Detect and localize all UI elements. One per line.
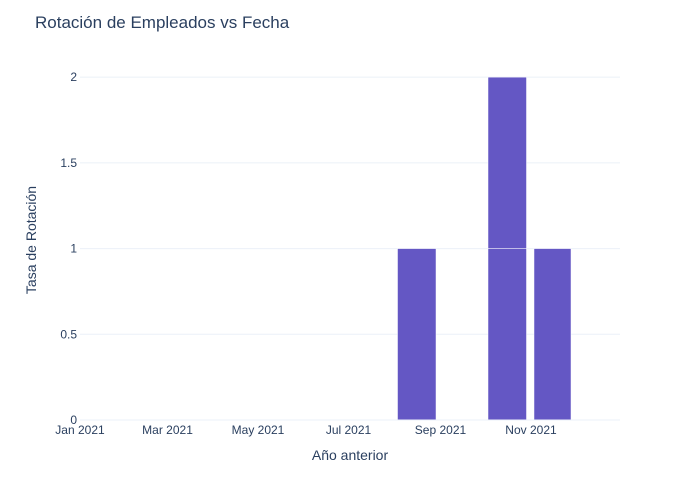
x-tick-label: Mar 2021 [142, 423, 193, 437]
x-axis-title: Año anterior [312, 447, 389, 463]
bar [533, 248, 572, 421]
x-tick-label: May 2021 [232, 423, 285, 437]
y-tick-label: 0 [70, 413, 77, 427]
gridlines [80, 76, 620, 335]
x-tick-label: Jul 2021 [326, 423, 372, 437]
y-tick-label: 1 [70, 242, 77, 256]
bar [487, 76, 527, 249]
axes: 0 0.5 1 1.5 2 Jan 2021 Mar 2021 May 2021 Jul 202… [55, 70, 620, 437]
chart-title: Rotación de Empleados vs Fecha [35, 13, 290, 32]
x-tick-label: Jan 2021 [55, 423, 105, 437]
y-tick-label: 1.5 [60, 156, 77, 170]
bar [487, 248, 527, 421]
x-tick-label: Nov 2021 [505, 423, 557, 437]
x-tick-label: Sep 2021 [415, 423, 467, 437]
y-tick-label: 2 [70, 70, 77, 84]
y-axis-title: Tasa de Rotación [23, 186, 39, 294]
bar [397, 248, 437, 421]
y-tick-label: 0.5 [60, 327, 77, 341]
